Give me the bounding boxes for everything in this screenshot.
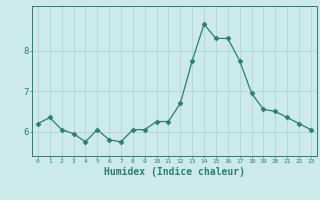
X-axis label: Humidex (Indice chaleur): Humidex (Indice chaleur) bbox=[104, 167, 245, 177]
